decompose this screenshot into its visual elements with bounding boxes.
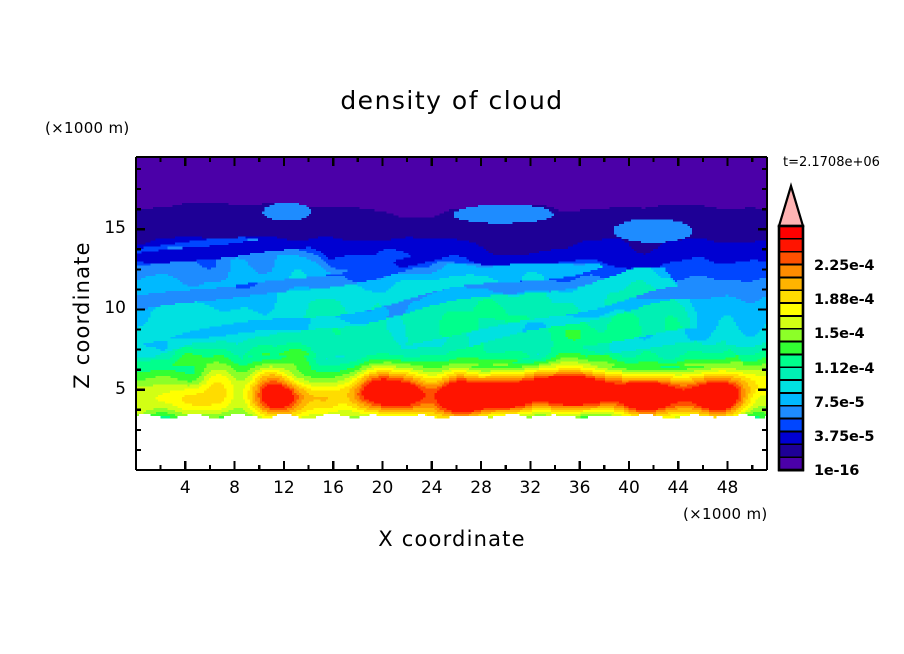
contour-band — [136, 157, 767, 218]
colorbar-tick-label: 1.5e-4 — [814, 326, 865, 343]
colorbar-band — [778, 289, 804, 305]
colorbar-band — [778, 404, 804, 421]
colorbar-band — [778, 250, 804, 266]
contour-band — [136, 357, 767, 419]
contour-band — [136, 280, 767, 367]
contour-band — [136, 202, 767, 256]
contour-band — [182, 367, 758, 419]
contour-band — [257, 374, 741, 415]
colorbar-band — [778, 237, 804, 254]
y-axis-units-label: (×1000 m) — [45, 119, 130, 137]
x-tick-label: 4 — [179, 478, 191, 498]
colorbar-band — [778, 314, 804, 331]
colorbar-band — [778, 340, 804, 356]
contour-band — [252, 369, 751, 417]
colorbar-band — [778, 417, 804, 433]
x-tick-label: 28 — [470, 478, 492, 498]
colorbar-tick-label: 1e-16 — [814, 463, 860, 480]
x-tick-label: 36 — [568, 478, 591, 498]
colorbar-band — [778, 456, 804, 472]
contour-band — [136, 236, 767, 271]
page-title: density of cloud — [340, 86, 564, 115]
colorbar-tick-label: 7.5e-5 — [814, 394, 865, 411]
y-tick-label: 15 — [104, 218, 126, 239]
colorbar-band — [778, 276, 804, 292]
colorbar-band — [778, 366, 804, 382]
contour-band — [136, 330, 767, 419]
contour-band — [136, 255, 767, 352]
colorbar-outline — [777, 224, 805, 472]
contour-band — [136, 236, 767, 289]
contour-band — [136, 361, 767, 419]
colorbar-band — [778, 379, 804, 395]
x-tick-label: 40 — [618, 478, 640, 498]
colorbar-tick-label: 1.12e-4 — [814, 360, 875, 377]
x-tick-label: 48 — [716, 478, 739, 498]
colorbar-band — [778, 443, 804, 459]
time-annotation: t=2.1708e+06 — [783, 155, 880, 170]
colorbar-band — [778, 225, 804, 241]
contour-band — [262, 376, 739, 413]
contour-field — [136, 157, 767, 419]
colorbar-band — [778, 353, 804, 369]
contour-band — [136, 298, 767, 419]
x-tick-label: 32 — [519, 478, 542, 498]
x-axis-title: X coordinate — [378, 527, 526, 551]
colorbar-band — [778, 263, 804, 279]
colorbar-tick-label: 2.25e-4 — [814, 258, 875, 274]
x-tick-label: 20 — [371, 478, 394, 498]
contour-band — [136, 265, 767, 360]
colorbar-tick-label: 3.75e-5 — [814, 429, 875, 445]
x-tick-label: 12 — [273, 478, 295, 498]
colorbar-overflow-tip — [777, 182, 805, 228]
y-tick-label: 10 — [104, 298, 126, 319]
colorbar-band — [778, 430, 804, 446]
axes-frame — [134, 155, 769, 472]
x-tick-label: 44 — [667, 478, 690, 498]
colorbar-band — [778, 327, 804, 343]
x-tick-label: 24 — [420, 478, 443, 498]
colorbar-tick-label: 1.88e-4 — [814, 292, 875, 309]
y-tick-label: 5 — [115, 378, 126, 399]
x-tick-label: 8 — [229, 478, 240, 498]
contour-band — [136, 202, 767, 319]
x-axis-units-label: (×1000 m) — [683, 505, 768, 523]
colorbar-band — [778, 392, 804, 408]
x-tick-label: 16 — [322, 478, 344, 498]
colorbar — [777, 182, 805, 472]
colorbar-band — [778, 302, 804, 318]
